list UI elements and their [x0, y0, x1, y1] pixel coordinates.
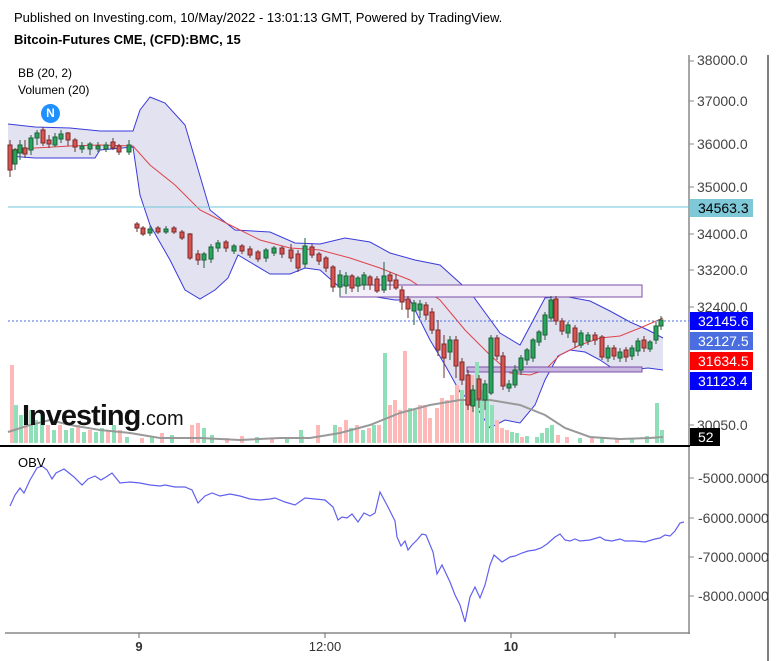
time-tick-10: 10 [503, 639, 519, 654]
price-tick-32400: 32400.0 [697, 299, 748, 315]
price-label-bb-lower: 31123.4 [690, 372, 752, 390]
obv-legend[interactable]: OBV [18, 455, 46, 470]
time-tick-9: 9 [135, 639, 143, 654]
support-zone[interactable] [466, 366, 643, 373]
bollinger-basis [7, 144, 664, 376]
obv-line [9, 465, 685, 623]
price-tick-37000: 37000.0 [697, 93, 748, 109]
news-badge[interactable]: N [41, 104, 60, 123]
price-label-bb-upper: 32127.5 [690, 332, 753, 350]
legend-volume[interactable]: Volumen (20) [18, 83, 90, 97]
chart-title: Bitcoin-Futures CME, (CFD):BMC, 15 [14, 32, 241, 47]
legend-bollinger-bands[interactable]: BB (20, 2) [18, 66, 73, 80]
time-axis-ticks [138, 633, 616, 638]
price-label-bb-basis: 31634.5 [690, 352, 753, 370]
price-tick-38000: 38000.0 [697, 52, 748, 68]
investing-logo: Investing.com [22, 400, 184, 433]
obv-tick-6000: -6000.0000 [698, 510, 769, 526]
volume-label: 52 [690, 428, 720, 446]
volume-moving-average [7, 399, 664, 442]
price-tick-35000: 35000.0 [697, 179, 748, 195]
obv-tick-7000: -7000.0000 [698, 549, 769, 565]
logo-suffix-text: .com [140, 408, 184, 430]
time-tick-1200: 12:00 [308, 639, 342, 654]
price-tick-36000: 36000.0 [697, 136, 748, 152]
price-label-last: 32145.6 [690, 312, 753, 330]
published-caption: Published on Investing.com, 10/May/2022 … [14, 10, 503, 25]
price-candles [7, 127, 664, 412]
price-axis-ticks [689, 60, 694, 597]
obv-tick-5000: -5000.0000 [698, 470, 769, 486]
obv-tick-8000: -8000.0000 [698, 588, 769, 604]
price-tick-34000: 34000.0 [697, 226, 748, 242]
bollinger-upper-band [7, 96, 664, 346]
price-label-horizontal-line: 34563.3 [690, 199, 753, 217]
price-tick-33200: 33200.0 [697, 262, 748, 278]
logo-main-text: Investing [22, 400, 141, 432]
